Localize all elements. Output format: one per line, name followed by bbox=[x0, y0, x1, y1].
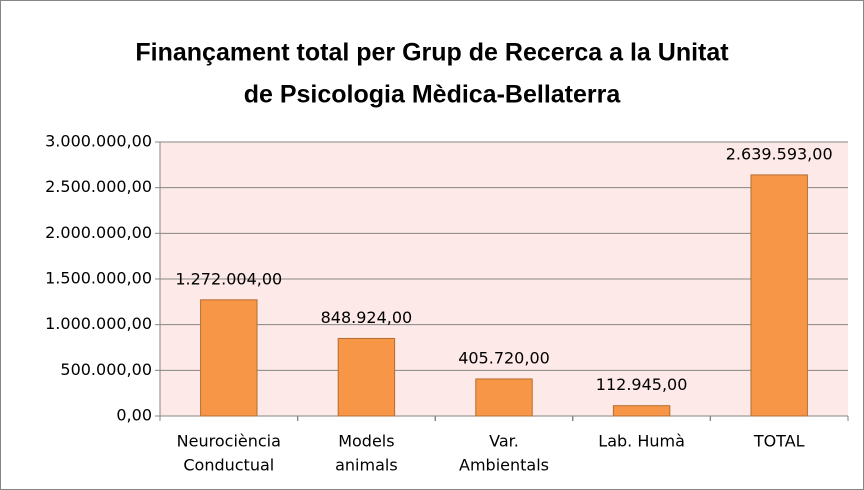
data-label: 112.945,00 bbox=[596, 375, 688, 394]
x-tick-label: Neurociència bbox=[177, 432, 281, 451]
y-tick-label: 0,00 bbox=[116, 406, 152, 425]
y-tick-label: 500.000,00 bbox=[60, 360, 152, 379]
bar bbox=[475, 378, 533, 417]
x-tick-label: Conductual bbox=[183, 456, 274, 475]
y-tick-label: 1.500.000,00 bbox=[45, 269, 152, 288]
bar bbox=[200, 299, 258, 417]
bar bbox=[337, 337, 396, 417]
y-tick-label: 2.000.000,00 bbox=[45, 223, 152, 242]
data-label: 848.924,00 bbox=[321, 308, 413, 327]
bar bbox=[612, 405, 671, 417]
chart-title: de Psicologia Mèdica-Bellaterra bbox=[244, 81, 622, 109]
x-tick-label: Var. bbox=[489, 432, 519, 451]
x-tick-label: animals bbox=[335, 456, 398, 475]
data-label: 1.272.004,00 bbox=[175, 269, 282, 288]
x-tick-label: Models bbox=[338, 432, 394, 451]
x-tick-label: Lab. Humà bbox=[598, 432, 685, 451]
bar bbox=[750, 174, 808, 417]
x-tick-label: TOTAL bbox=[753, 432, 805, 451]
x-tick-label: Ambientals bbox=[459, 456, 549, 475]
data-label: 405.720,00 bbox=[458, 348, 550, 367]
y-tick-label: 3.000.000,00 bbox=[45, 132, 152, 151]
chart-title: Finançament total per Grup de Recerca a … bbox=[135, 39, 729, 67]
data-label: 2.639.593,00 bbox=[726, 144, 833, 163]
y-tick-label: 1.000.000,00 bbox=[45, 314, 152, 333]
y-tick-label: 2.500.000,00 bbox=[45, 177, 152, 196]
